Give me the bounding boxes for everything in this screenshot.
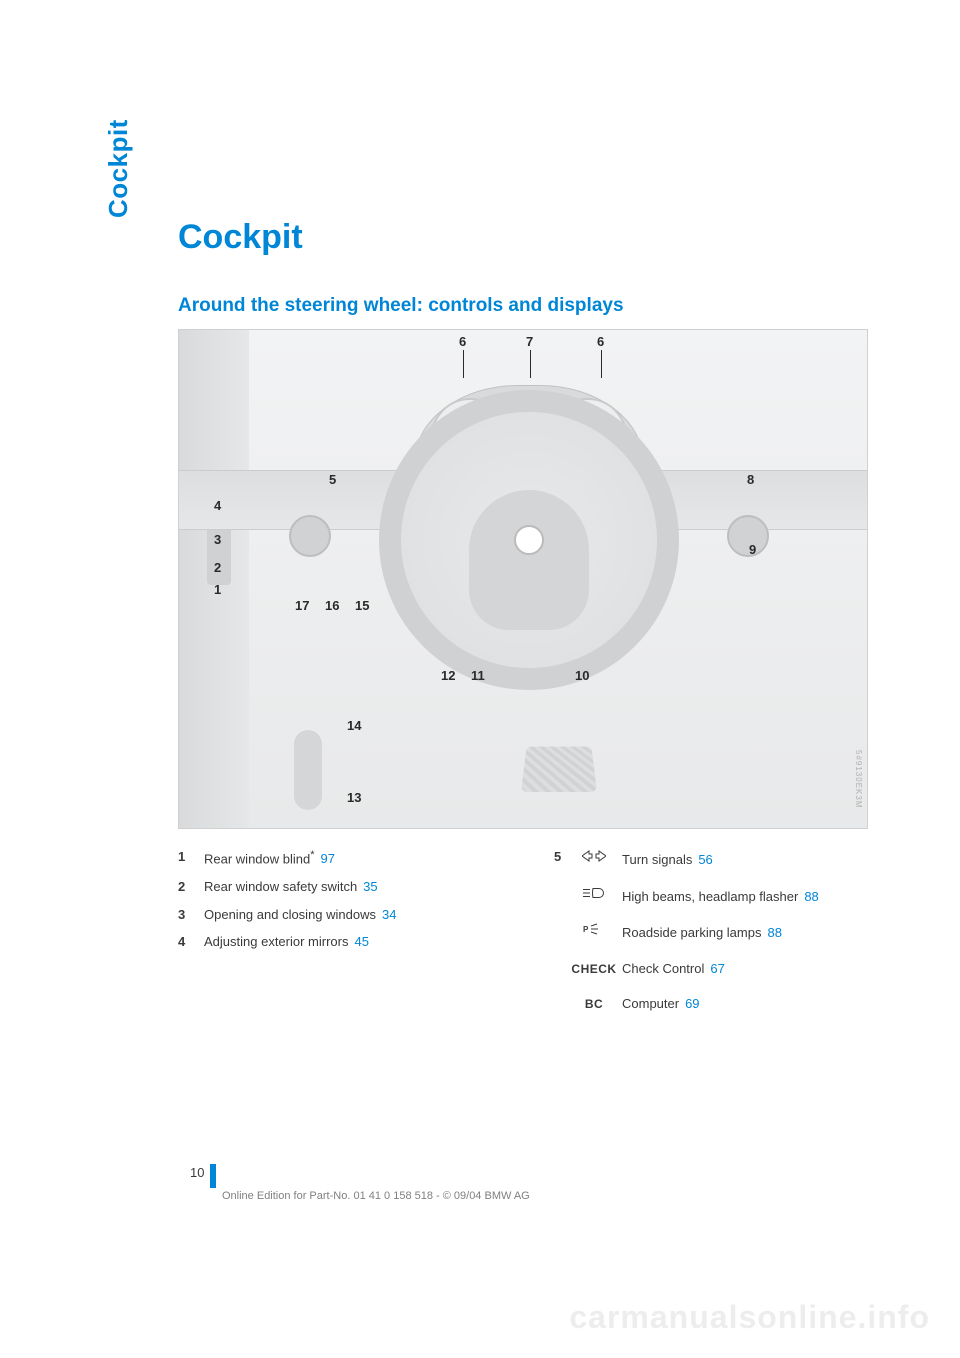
diagram-vent-left [289,515,331,557]
legend-text: Roadside parking lamps88 [622,921,819,946]
diagram-vent-right [727,515,769,557]
cockpit-diagram: 6 7 6 5 8 4 3 2 1 9 17 16 15 12 11 10 14 13 5#9130EK3M [178,329,868,829]
legend-number: 5 [554,845,568,870]
page-ref[interactable]: 88 [804,889,818,904]
diagram-callout: 2 [214,560,221,575]
diagram-callout: 12 [441,668,455,683]
legend-text: High beams, headlamp flasher88 [622,885,819,910]
diagram-callout: 8 [747,472,754,487]
legend-row: 3 Opening and closing windows34 [178,903,494,928]
legend-text: Turn signals56 [622,848,819,873]
footnote-star-icon: * [310,849,314,861]
diagram-callout: 15 [355,598,369,613]
check-icon: CHECK [571,958,616,981]
page-content: Cockpit Around the steering wheel: contr… [110,218,870,1019]
page-ref[interactable]: 35 [363,879,377,894]
legend-text: Check Control67 [622,957,819,982]
diagram-callout: 14 [347,718,361,733]
parking-lamp-icon: P [582,920,606,947]
legend-text: Rear window safety switch35 [204,875,494,900]
legend-row: 1Rear window blind*97 [178,845,494,872]
legend-number: 1 [178,845,192,870]
page-ref[interactable]: 34 [382,907,396,922]
legend-text: Adjusting exterior mirrors45 [204,930,494,955]
page-ref[interactable]: 67 [710,961,724,976]
legend-text: Computer69 [622,992,819,1017]
diagram-leader-line [530,350,531,378]
legend-number: 3 [178,903,192,928]
diagram-callout: 10 [575,668,589,683]
footer-text: Online Edition for Part-No. 01 41 0 158 … [222,1190,530,1202]
diagram-leader-line [601,350,602,378]
legend-left-column: 1Rear window blind*972Rear window safety… [178,845,494,1019]
turn-signal-icon [582,847,606,874]
legend: 1Rear window blind*972Rear window safety… [178,845,870,1019]
legend-row: 2 Rear window safety switch35 [178,875,494,900]
page-number-bar [210,1164,216,1188]
diagram-pedal [521,747,597,792]
diagram-shifter [294,730,322,810]
diagram-callout: 16 [325,598,339,613]
legend-icon-row: Turn signals56 [580,847,819,874]
legend-icon-row: High beams, headlamp flasher88 [580,884,819,911]
computer-icon: BC [585,993,603,1016]
legend-icon-row: P Roadside parking lamps88 [580,920,819,947]
diagram-watermark: 5#9130EK3M [854,750,863,808]
legend-right-column: 5 Turn signals56 High beams, headlamp fla… [554,845,870,1019]
section-heading: Around the steering wheel: controls and … [178,295,870,317]
legend-number: 4 [178,930,192,955]
diagram-callout: 17 [295,598,309,613]
page-number-block: 10 [190,1164,216,1188]
diagram-callout: 6 [597,334,604,349]
page-number: 10 [190,1164,210,1180]
page-ref[interactable]: 45 [355,934,369,949]
diagram-leader-line [463,350,464,378]
diagram-callout: 3 [214,532,221,547]
legend-text: Rear window blind*97 [204,845,494,872]
diagram-bmw-logo [514,525,544,555]
diagram-callout: 5 [329,472,336,487]
legend-number: 2 [178,875,192,900]
page-ref[interactable]: 88 [767,925,781,940]
diagram-callout: 7 [526,334,533,349]
page-title: Cockpit [178,218,870,257]
high-beam-icon [582,884,606,911]
legend-text: Opening and closing windows34 [204,903,494,928]
svg-text:P: P [583,925,589,934]
legend-icon-row: BC Computer69 [580,992,819,1017]
legend-row: 4 Adjusting exterior mirrors45 [178,930,494,955]
diagram-callout: 13 [347,790,361,805]
diagram-wheel-hub [469,490,589,630]
side-tab-label: Cockpit [103,119,134,218]
diagram-callout: 11 [471,668,485,683]
diagram-callout: 9 [749,542,756,557]
diagram-callout: 4 [214,498,221,513]
page-ref[interactable]: 69 [685,996,699,1011]
site-watermark: carmanualsonline.info [569,1299,930,1336]
page-ref[interactable]: 56 [698,852,712,867]
diagram-callout: 6 [459,334,466,349]
diagram-callout: 1 [214,582,221,597]
page-ref[interactable]: 97 [321,851,335,866]
legend-icon-row: CHECKCheck Control67 [580,957,819,982]
